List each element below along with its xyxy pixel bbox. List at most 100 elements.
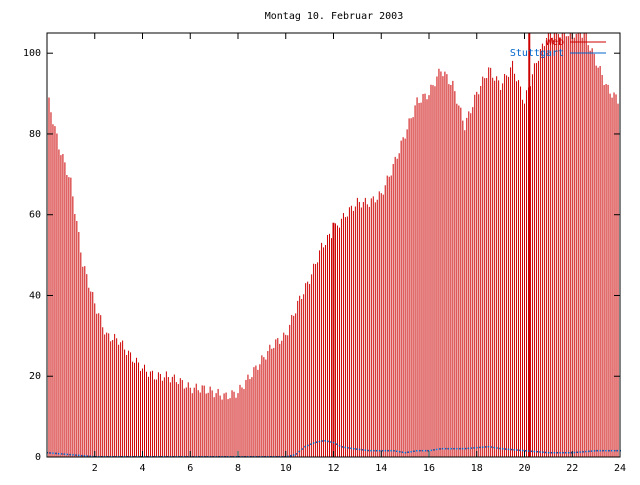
- stuttgart-point: [364, 449, 367, 451]
- stuttgart-point: [547, 451, 550, 454]
- stuttgart-point: [75, 454, 77, 456]
- stuttgart-point: [473, 447, 475, 449]
- stuttgart-point: [590, 450, 593, 452]
- y-axis: 0 20 40 60 80 100: [23, 48, 620, 463]
- stuttgart-point: [358, 448, 361, 451]
- stuttgart-point: [579, 451, 581, 453]
- stuttgart-point: [545, 451, 547, 454]
- stuttgart-point: [493, 446, 495, 449]
- x-tick-label: 2: [92, 463, 98, 474]
- y-tick-label: 60: [29, 210, 41, 221]
- stuttgart-point: [361, 449, 364, 451]
- stuttgart-point: [89, 455, 91, 458]
- stuttgart-point: [602, 449, 604, 452]
- x-tick-label: 6: [187, 463, 193, 474]
- chart-title: Montag 10. Februar 2003: [265, 11, 403, 22]
- stuttgart-point: [78, 454, 80, 457]
- stuttgart-point: [499, 447, 501, 450]
- stuttgart-point: [484, 446, 487, 448]
- x-tick-label: 4: [139, 463, 145, 474]
- stuttgart-point: [390, 449, 392, 452]
- stuttgart-point: [86, 455, 89, 457]
- stuttgart-point: [536, 450, 538, 453]
- stuttgart-point: [350, 447, 352, 450]
- stuttgart-point: [608, 449, 610, 452]
- stuttgart-point: [430, 449, 432, 452]
- stuttgart-point: [378, 449, 381, 452]
- spikes-web: [332, 33, 531, 457]
- stuttgart-point: [481, 446, 484, 448]
- stuttgart-point: [404, 451, 407, 454]
- stuttgart-point: [556, 451, 558, 454]
- stuttgart-point: [295, 453, 298, 455]
- stuttgart-point: [341, 446, 344, 448]
- stuttgart-point: [502, 448, 504, 450]
- stuttgart-point: [570, 451, 573, 454]
- stuttgart-point: [487, 445, 490, 448]
- stuttgart-point: [347, 447, 349, 449]
- stuttgart-point: [387, 449, 389, 452]
- stuttgart-point: [333, 441, 335, 444]
- x-tick-label: 18: [471, 463, 483, 474]
- stuttgart-point: [393, 450, 395, 452]
- x-tick-label: 16: [423, 463, 435, 474]
- x-tick-label: 24: [614, 463, 626, 474]
- stuttgart-point: [398, 450, 401, 453]
- stuttgart-point: [384, 449, 387, 452]
- stuttgart-point: [527, 450, 530, 452]
- stuttgart-point: [610, 449, 613, 452]
- stuttgart-point: [436, 448, 438, 451]
- stuttgart-point: [80, 454, 83, 457]
- stuttgart-point: [567, 451, 570, 454]
- stuttgart-point: [292, 454, 295, 456]
- stuttgart-point: [504, 448, 507, 450]
- stuttgart-point: [353, 448, 355, 450]
- stuttgart-point: [522, 449, 524, 452]
- stuttgart-point: [524, 450, 527, 452]
- legend-label: Web: [546, 37, 564, 48]
- stuttgart-point: [290, 454, 292, 457]
- stuttgart-point: [338, 445, 341, 447]
- x-tick-label: 14: [375, 463, 387, 474]
- stuttgart-point: [396, 450, 398, 453]
- stuttgart-point: [530, 450, 533, 453]
- stuttgart-point: [298, 450, 301, 453]
- stuttgart-point: [330, 441, 332, 443]
- stuttgart-point: [516, 449, 518, 451]
- bars-web: [46, 33, 621, 457]
- stuttgart-point: [565, 451, 567, 454]
- stuttgart-point: [587, 450, 590, 453]
- y-tick-label: 40: [29, 290, 41, 301]
- stuttgart-point: [427, 449, 430, 452]
- stuttgart-point: [335, 443, 338, 445]
- stuttgart-point: [55, 452, 57, 455]
- stuttgart-point: [304, 445, 306, 448]
- x-axis: 2 4 6 8 10 12 14 16 18 20 22 24: [92, 33, 626, 474]
- stuttgart-point: [344, 446, 346, 449]
- stuttgart-point: [375, 449, 378, 452]
- stuttgart-point: [453, 447, 455, 450]
- stuttgart-point: [66, 453, 69, 456]
- stuttgart-point: [413, 450, 415, 453]
- stuttgart-point: [450, 447, 452, 450]
- stuttgart-point: [519, 449, 521, 452]
- stuttgart-point: [470, 447, 473, 449]
- stuttgart-point: [52, 452, 54, 454]
- stuttgart-point: [307, 444, 309, 447]
- legend-label: Stuttgart: [510, 48, 564, 59]
- x-tick-label: 22: [566, 463, 578, 474]
- stuttgart-point: [312, 442, 315, 444]
- stuttgart-point: [456, 447, 458, 450]
- y-tick-label: 0: [35, 452, 41, 463]
- stuttgart-point: [459, 447, 461, 450]
- stuttgart-point: [542, 451, 544, 453]
- stuttgart-point: [441, 447, 444, 450]
- stuttgart-point: [613, 449, 616, 452]
- stuttgart-point: [410, 450, 412, 453]
- stuttgart-point: [605, 449, 607, 452]
- stuttgart-point: [367, 449, 369, 452]
- stuttgart-point: [421, 449, 424, 452]
- stuttgart-point: [553, 451, 556, 454]
